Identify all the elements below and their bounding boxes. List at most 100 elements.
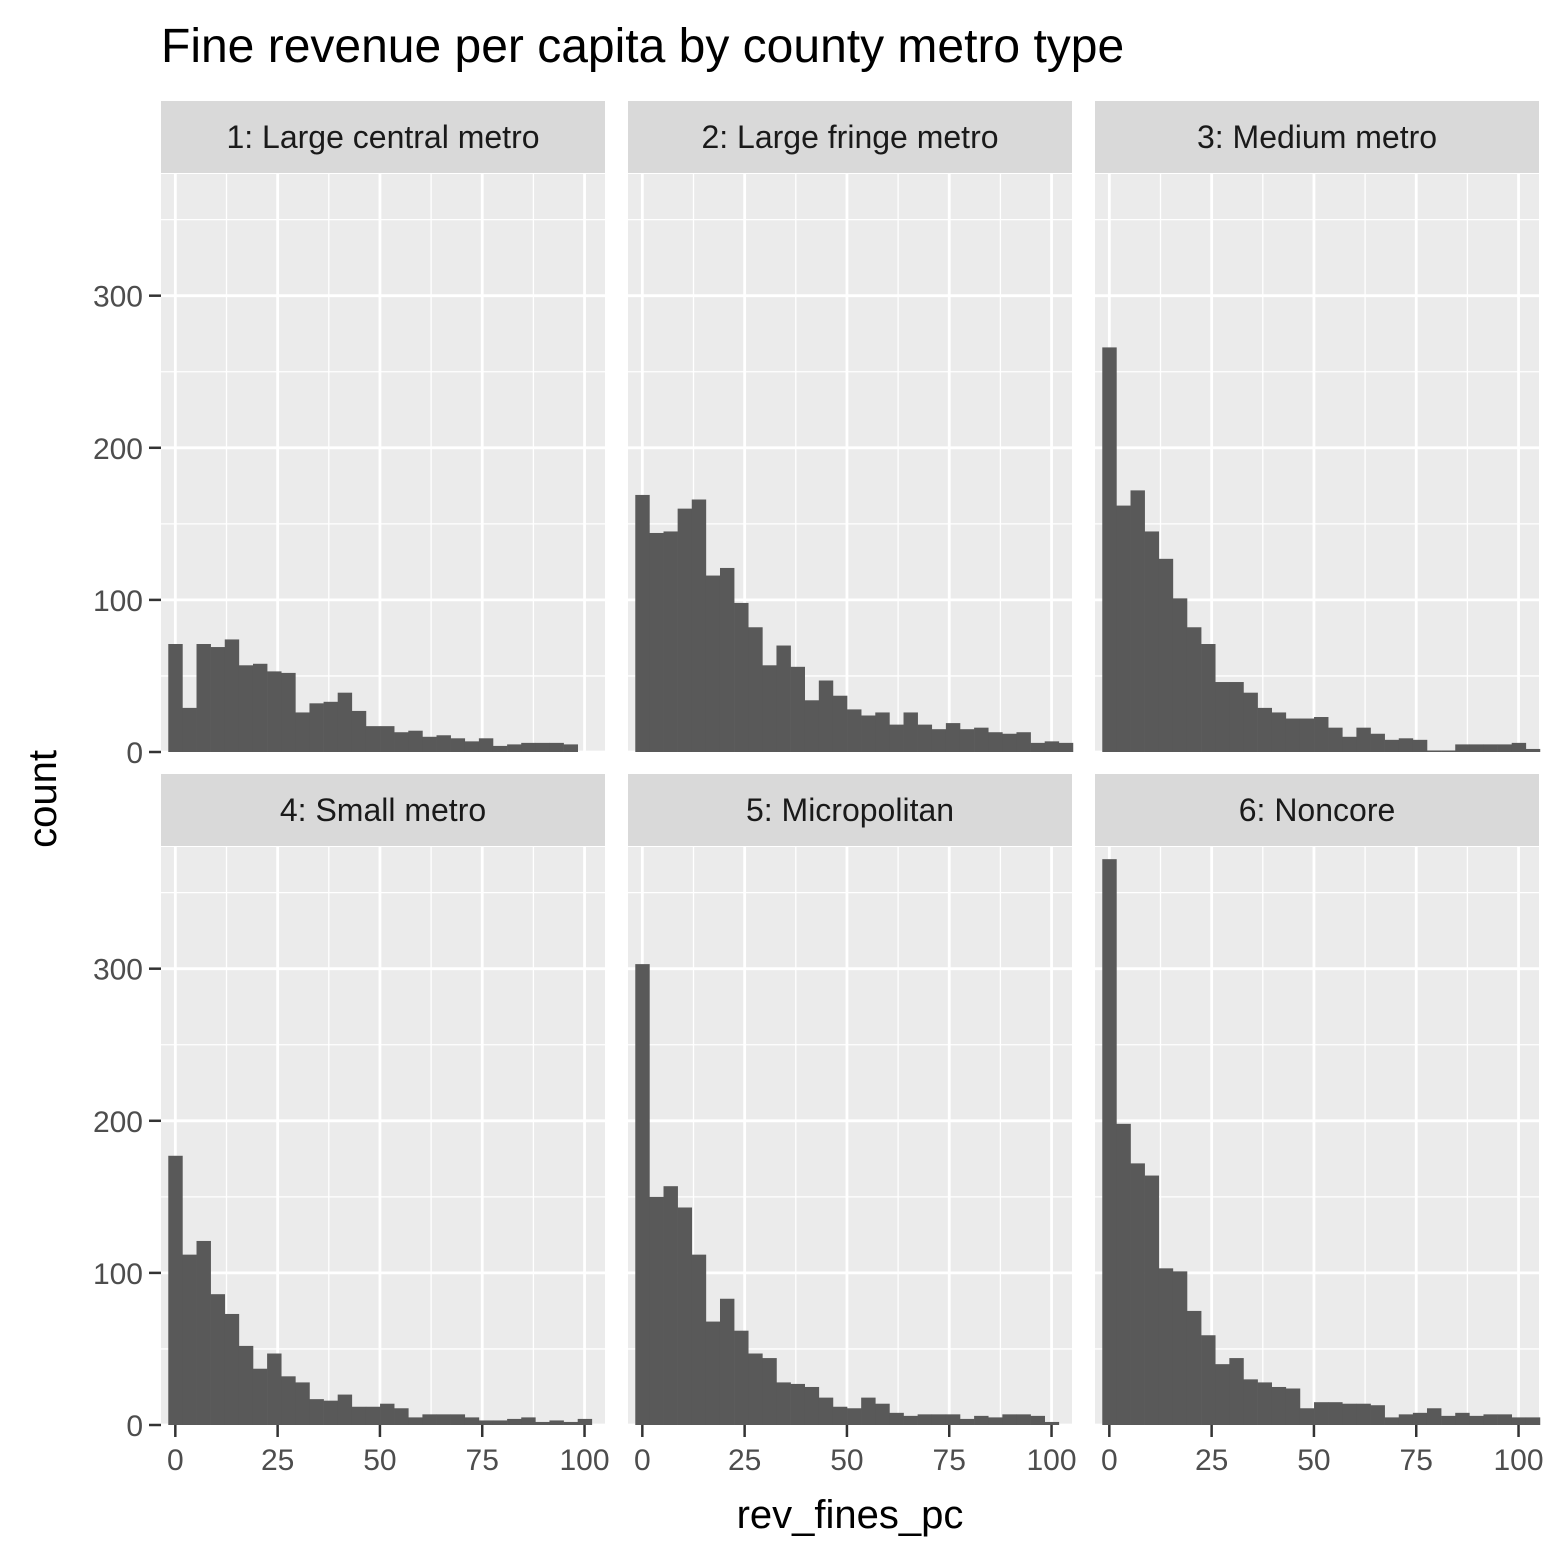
x-tick-label: 0 — [167, 1444, 184, 1477]
y-axis-title: count — [21, 750, 65, 848]
histogram-bar — [492, 745, 508, 752]
histogram-bar — [394, 732, 409, 752]
facet-strip — [628, 101, 1072, 173]
histogram-bar — [309, 703, 324, 752]
histogram-bar — [549, 742, 564, 752]
histogram-bar — [861, 1397, 876, 1425]
histogram-bar — [1271, 712, 1287, 752]
histogram-bar — [945, 1414, 961, 1425]
histogram-bar — [889, 1412, 904, 1425]
histogram-bar — [464, 741, 480, 752]
histogram-bar — [945, 723, 961, 752]
histogram-bar — [1002, 1414, 1017, 1425]
histogram-bar — [1229, 682, 1244, 752]
facet-panel: 3: Medium metro — [1095, 101, 1541, 754]
histogram-bar — [422, 736, 437, 752]
histogram-bar — [1328, 727, 1343, 752]
histogram-bar — [1483, 744, 1498, 752]
histogram-bar — [1271, 1386, 1287, 1425]
histogram-bar — [1158, 558, 1174, 752]
facet-panel: 4: Small metro 0 100 200 300 0 25 50 75 100 — [93, 774, 610, 1477]
histogram-bar — [1441, 1415, 1456, 1425]
histogram-bar — [1356, 1403, 1371, 1425]
histogram-bar — [1370, 1405, 1385, 1425]
facet-strip — [161, 101, 605, 173]
x-axis-title: rev_fines_pc — [737, 1493, 964, 1537]
histogram-bar — [408, 730, 423, 752]
histogram-bar — [351, 710, 367, 752]
histogram-bar — [1186, 1310, 1202, 1425]
x-tick-label: 100 — [1494, 1444, 1544, 1477]
histogram-bar — [281, 1376, 296, 1425]
facet-strip — [1095, 774, 1539, 846]
facet-strip — [161, 774, 605, 846]
histogram-bar — [450, 1414, 466, 1425]
histogram-bar — [337, 692, 353, 752]
x-tick-label: 50 — [830, 1444, 863, 1477]
histogram-bar — [959, 729, 975, 752]
histogram-bar — [1469, 744, 1484, 752]
histogram-bar — [1186, 627, 1202, 752]
histogram-bar — [1525, 1417, 1541, 1425]
histogram-bar — [478, 1420, 494, 1425]
histogram-bar — [210, 1294, 226, 1425]
facet-strip-label: 4: Small metro — [280, 792, 486, 828]
histogram-bar — [1016, 732, 1031, 752]
histogram-bar — [705, 575, 721, 752]
chart-title: Fine revenue per capita by county metro … — [161, 20, 1124, 73]
y-tick-label: 200 — [93, 1106, 143, 1139]
histogram-bar — [1116, 1123, 1131, 1425]
histogram-bar — [663, 1186, 678, 1425]
histogram-bar — [281, 672, 296, 752]
histogram-bar — [365, 726, 381, 752]
histogram-bar — [1044, 741, 1060, 752]
x-tick-label: 0 — [1101, 1444, 1118, 1477]
histogram-bar — [563, 744, 579, 752]
facet-strip-label: 5: Micropolitan — [746, 792, 954, 828]
histogram-bar — [1342, 1403, 1357, 1425]
y-tick-label: 100 — [93, 585, 143, 618]
histogram-bar — [521, 1417, 536, 1425]
x-tick-label: 50 — [1297, 1444, 1330, 1477]
histogram-bar — [224, 639, 240, 752]
histogram-bar — [535, 1421, 550, 1425]
histogram-bar — [182, 707, 197, 752]
histogram-bar — [436, 1414, 451, 1425]
histogram-bar — [1201, 1335, 1216, 1425]
histogram-bar — [238, 1345, 254, 1425]
histogram-bar — [875, 1403, 890, 1425]
histogram-bar — [988, 732, 1003, 752]
histogram-bar — [832, 1406, 848, 1425]
x-tick-label: 100 — [560, 1444, 610, 1477]
histogram-bar — [168, 1155, 183, 1425]
histogram-bar — [847, 709, 862, 752]
x-tick-label: 75 — [466, 1444, 499, 1477]
histogram-bar — [1158, 1268, 1174, 1425]
histogram-bar — [804, 1386, 820, 1425]
histogram-bar — [408, 1417, 423, 1425]
histogram-bar — [691, 1254, 707, 1425]
facet-panels: 1: Large central metro 0 100 200 300 2: Large… — [93, 101, 1544, 1477]
y-tick-label: 300 — [93, 281, 143, 314]
histogram-bar — [210, 647, 226, 752]
histogram-bar — [1299, 1408, 1315, 1425]
histogram-bar — [959, 1418, 975, 1425]
histogram-bar — [931, 1414, 947, 1425]
histogram-bar — [337, 1394, 353, 1425]
histogram-bar — [861, 715, 876, 752]
x-tick-label: 75 — [933, 1444, 966, 1477]
histogram-bar — [1030, 742, 1046, 752]
histogram-bar — [1102, 859, 1117, 1425]
histogram-bar — [394, 1408, 409, 1425]
histogram-bar — [309, 1399, 324, 1425]
histogram-bar — [818, 1397, 834, 1425]
histogram-bar — [1030, 1415, 1046, 1425]
histogram-bar — [635, 494, 650, 752]
facet-panel: 2: Large fringe metro — [628, 101, 1074, 754]
histogram-bar — [1172, 598, 1188, 752]
histogram-bar — [1285, 1388, 1301, 1425]
histogram-bar — [507, 1418, 522, 1425]
histogram-bar — [224, 1313, 240, 1425]
histogram-bar — [705, 1321, 721, 1425]
